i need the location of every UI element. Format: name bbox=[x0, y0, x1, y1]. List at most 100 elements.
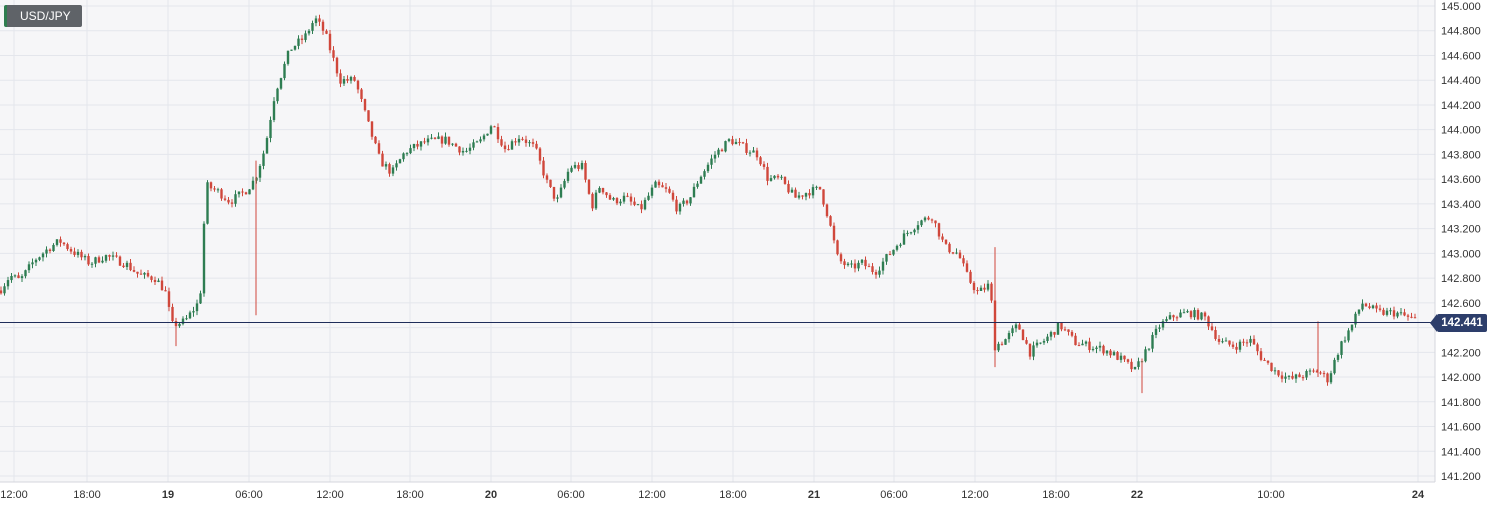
candle-body bbox=[692, 186, 696, 198]
candle-body bbox=[1270, 362, 1273, 372]
candle-body bbox=[290, 49, 293, 51]
candle-body bbox=[447, 136, 451, 145]
candle-body bbox=[118, 256, 122, 266]
candle-body bbox=[1088, 341, 1091, 351]
candle-body bbox=[594, 192, 598, 209]
candle-body bbox=[367, 110, 370, 122]
candle-body bbox=[178, 323, 181, 327]
candle-body bbox=[374, 136, 377, 144]
candle-body bbox=[479, 139, 482, 142]
candle-body bbox=[52, 244, 55, 252]
candle-body bbox=[227, 199, 230, 203]
grid-lines bbox=[0, 0, 1435, 482]
candle-body bbox=[906, 232, 909, 234]
candle-body bbox=[405, 153, 409, 155]
candle-body bbox=[69, 249, 73, 252]
candle-body bbox=[1193, 310, 1196, 318]
candle-body bbox=[192, 311, 195, 313]
candle-body bbox=[1070, 331, 1074, 336]
candle-body bbox=[430, 137, 433, 139]
x-tick-label: 18:00 bbox=[719, 489, 747, 501]
candle-body bbox=[1235, 346, 1238, 350]
candle-body bbox=[444, 136, 447, 144]
candle-body bbox=[272, 101, 276, 120]
candle-body bbox=[1144, 349, 1147, 362]
candle-body bbox=[671, 192, 675, 200]
candle-body bbox=[1053, 332, 1056, 335]
candle-body bbox=[538, 148, 542, 161]
candle-body bbox=[1364, 303, 1368, 307]
candle-body bbox=[871, 266, 874, 273]
candle-body bbox=[437, 136, 440, 139]
candle-body bbox=[3, 286, 6, 294]
candle-body bbox=[472, 142, 475, 148]
candle-body bbox=[353, 76, 356, 81]
candle-body bbox=[1074, 335, 1077, 346]
candle-body bbox=[220, 189, 223, 199]
candle-body bbox=[1308, 370, 1312, 372]
candle-body bbox=[45, 249, 48, 254]
candle-body bbox=[1172, 315, 1175, 318]
candle-body bbox=[678, 203, 682, 212]
candle-body bbox=[885, 254, 888, 262]
candle-body bbox=[1123, 355, 1126, 360]
candle-body bbox=[1291, 375, 1294, 379]
candle-body bbox=[811, 187, 815, 196]
candle-body bbox=[997, 343, 1000, 351]
candle-body bbox=[727, 139, 731, 142]
candle-body bbox=[937, 223, 941, 237]
candle-body bbox=[139, 273, 143, 275]
candle-body bbox=[699, 176, 703, 184]
candle-body bbox=[1189, 311, 1193, 318]
candle-body bbox=[80, 251, 83, 258]
candle-body bbox=[776, 175, 780, 178]
candle-body bbox=[440, 136, 444, 144]
candle-body bbox=[976, 290, 979, 292]
x-tick-label: 12:00 bbox=[0, 489, 28, 501]
candle-body bbox=[703, 171, 706, 177]
candle-body bbox=[902, 233, 906, 245]
candle-body bbox=[720, 149, 724, 152]
candle-body bbox=[164, 290, 167, 292]
candle-body bbox=[738, 141, 741, 143]
x-tick-label: 18:00 bbox=[396, 489, 424, 501]
candle-body bbox=[955, 252, 958, 254]
candle-body bbox=[216, 189, 220, 191]
candle-body bbox=[797, 195, 801, 198]
y-axis: 145.000 144.800 144.600 144.400 144.200 144.0… bbox=[1441, 1, 1481, 483]
candle-body bbox=[209, 182, 213, 189]
candle-body bbox=[38, 257, 41, 260]
candle-body bbox=[66, 244, 69, 250]
candle-body bbox=[1231, 344, 1235, 347]
y-tick-label: 143.400 bbox=[1441, 199, 1481, 211]
candle-body bbox=[822, 189, 825, 205]
candle-body bbox=[1361, 303, 1364, 310]
candle-body bbox=[1042, 341, 1046, 343]
candle-body bbox=[545, 175, 549, 180]
candle-body bbox=[279, 78, 283, 89]
candle-body bbox=[1091, 348, 1095, 351]
candle-body bbox=[808, 193, 811, 196]
candle-body bbox=[892, 249, 895, 255]
candle-body bbox=[1004, 339, 1007, 345]
candle-body bbox=[909, 232, 913, 234]
candle-body bbox=[94, 257, 97, 264]
y-tick-label: 141.800 bbox=[1441, 397, 1481, 409]
candle-body bbox=[1119, 355, 1123, 360]
candle-body bbox=[1224, 340, 1228, 342]
candle-body bbox=[629, 196, 633, 202]
candle-body bbox=[1343, 340, 1347, 342]
candle-body bbox=[363, 99, 367, 111]
candle-body bbox=[384, 164, 388, 167]
candle-body bbox=[1060, 322, 1063, 330]
candle-body bbox=[794, 189, 797, 198]
candle-body bbox=[318, 18, 321, 22]
candle-body bbox=[1410, 316, 1413, 318]
candle-body bbox=[647, 195, 650, 200]
candle-body bbox=[685, 200, 689, 204]
candle-body bbox=[451, 143, 454, 145]
candle-body bbox=[752, 150, 755, 153]
candle-body bbox=[13, 275, 17, 277]
candle-body bbox=[129, 262, 132, 271]
